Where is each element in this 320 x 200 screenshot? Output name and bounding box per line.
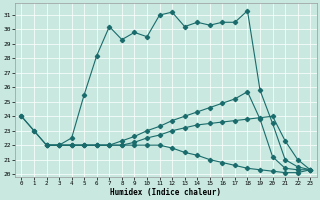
X-axis label: Humidex (Indice chaleur): Humidex (Indice chaleur) [110,188,221,197]
